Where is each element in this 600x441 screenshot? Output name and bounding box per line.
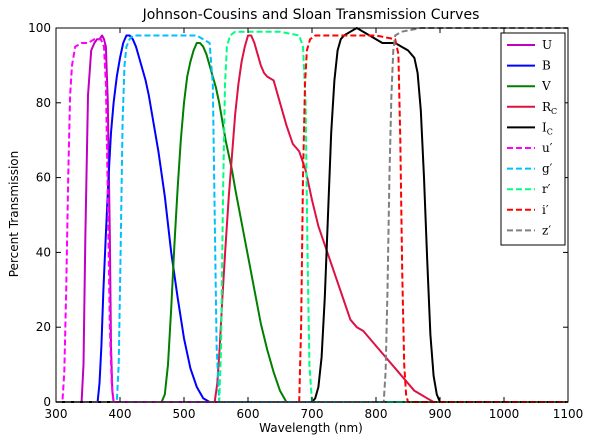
y-tick-label: 100	[28, 21, 51, 35]
legend-label: r′	[542, 182, 551, 196]
x-tick-label: 1100	[553, 407, 584, 421]
x-tick-label: 500	[173, 407, 196, 421]
legend: UBV RC IC u′ g′ r′ i′ z′	[500, 32, 566, 246]
legend-label: U	[542, 38, 552, 52]
x-tick-label: 400	[109, 407, 132, 421]
legend-label: i′	[542, 203, 549, 217]
x-tick-label: 1000	[489, 407, 520, 421]
x-tick-label: 800	[365, 407, 388, 421]
x-tick-label: 300	[45, 407, 68, 421]
legend-label: z′	[542, 223, 551, 237]
legend-box	[500, 32, 566, 246]
x-axis-label: Wavelength (nm)	[259, 421, 363, 435]
legend-label: RC	[542, 100, 557, 116]
legend-label: u′	[542, 141, 553, 155]
series-line-r-c	[56, 34, 568, 403]
y-tick-label: 60	[36, 171, 51, 185]
y-tick-label: 80	[36, 96, 51, 110]
x-tick-label: 700	[301, 407, 324, 421]
y-axis-label: Percent Transmission	[7, 151, 21, 278]
series-line-i-c	[56, 27, 568, 403]
y-tick-label: 20	[36, 320, 51, 334]
chart-title: Johnson-Cousins and Sloan Transmission C…	[142, 7, 480, 23]
series-line-i-	[56, 34, 568, 403]
legend-label: B	[542, 59, 551, 73]
series-line-z-	[56, 27, 568, 403]
x-tick-label: 600	[237, 407, 260, 421]
legend-label: g′	[542, 162, 553, 176]
y-tick-label: 40	[36, 245, 51, 259]
legend-label: IC	[542, 120, 553, 136]
series-line-u-	[56, 38, 568, 403]
ticks-layer: 300 400 500 600 700 800 900 1000 1100 0 20 40 60 80 10…	[28, 21, 583, 421]
legend-label: V	[541, 79, 551, 93]
y-tick-label: 0	[43, 395, 51, 409]
series-line-b	[56, 34, 568, 403]
x-tick-label: 900	[429, 407, 452, 421]
series-line-g-	[56, 34, 568, 403]
